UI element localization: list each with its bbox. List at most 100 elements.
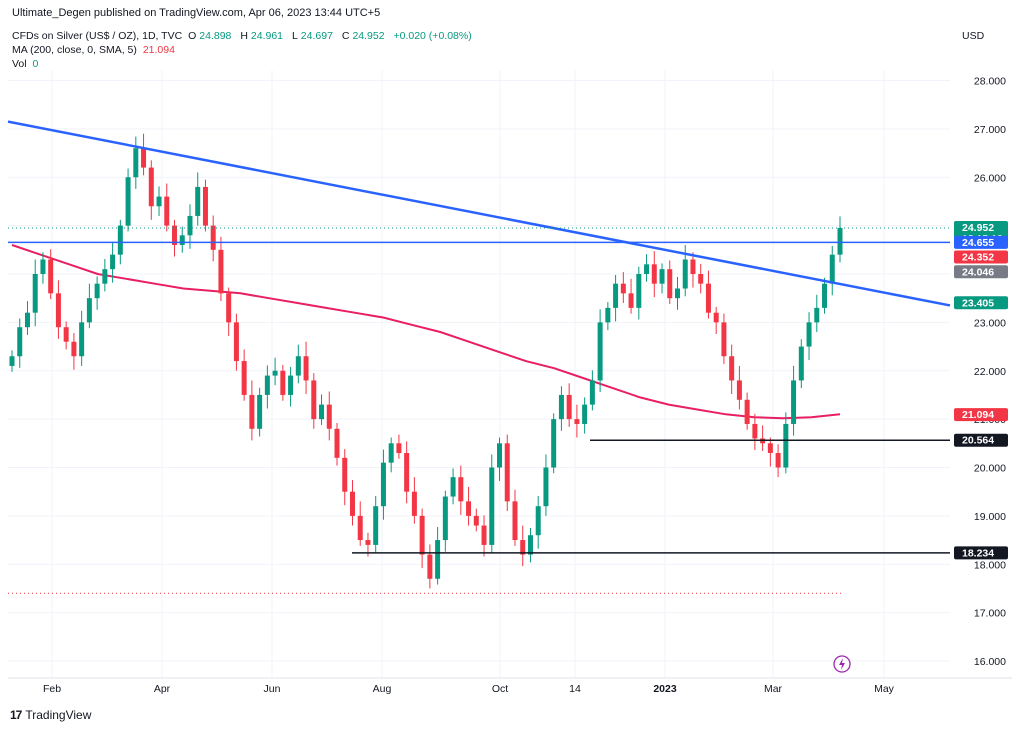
price-tag-bg	[954, 235, 1008, 249]
candle-body	[380, 462, 386, 507]
tv-logo-icon: 17	[10, 708, 22, 722]
symbol-name[interactable]: CFDs on Silver (US$ / OZ), 1D, TVC	[12, 30, 183, 42]
candle-body	[195, 186, 201, 216]
candle-body	[71, 341, 77, 357]
candle-body	[427, 554, 433, 579]
candle-body	[690, 259, 696, 274]
candle-body	[558, 394, 564, 420]
candles	[9, 133, 843, 589]
x-tick-label: May	[874, 683, 895, 695]
candle-body	[466, 501, 472, 516]
candle-body	[9, 356, 15, 366]
price-tag-text: 24.046	[962, 266, 994, 278]
x-tick-label: Apr	[154, 683, 171, 695]
ohlc-change: +0.020 (+0.08%)	[393, 30, 472, 42]
candle-body	[117, 225, 123, 255]
candle-body	[620, 283, 626, 294]
candle-body	[419, 515, 425, 555]
candle-body	[202, 186, 208, 226]
price-tags: 24.95213:15:1024.65524.35224.04623.40521…	[954, 220, 1008, 560]
candle-body	[729, 356, 735, 381]
vol-legend: Vol 0	[12, 58, 41, 70]
candle-body	[288, 375, 294, 395]
tradingview-logo[interactable]: 17 TradingView	[10, 708, 91, 722]
candle-body	[257, 394, 263, 429]
lightning-icon[interactable]	[833, 655, 851, 673]
price-tag-bg	[954, 250, 1008, 264]
candle-body	[365, 540, 371, 545]
ohlc-high-label: H	[240, 30, 248, 42]
x-tick-label: Feb	[43, 683, 61, 695]
candle-body	[311, 380, 317, 420]
candle-body	[721, 322, 727, 357]
candle-body	[63, 327, 69, 342]
candle-body	[396, 443, 402, 453]
candle-body	[272, 370, 278, 376]
candle-body	[218, 249, 224, 294]
ohlc-low-value: 24.697	[300, 30, 333, 42]
candle-body	[148, 167, 154, 207]
candle-body	[210, 225, 216, 250]
candle-body	[613, 283, 619, 308]
candle-body	[589, 380, 595, 405]
candle-body	[349, 491, 355, 516]
price-tag-text: 23.405	[962, 297, 994, 309]
ohlc-close-label: C	[341, 30, 350, 42]
ohlc-close: C 24.952	[342, 30, 388, 42]
candle-body	[334, 428, 340, 458]
candle-body	[458, 477, 464, 502]
y-tick-label: 19.000	[974, 511, 1006, 523]
price-tag-text: 24.952	[962, 222, 994, 234]
candle-body	[566, 394, 572, 420]
candle-body	[156, 196, 162, 207]
price-tag-text: 18.234	[962, 547, 994, 559]
ohlc-low: L 24.697	[292, 30, 336, 42]
candle-body	[597, 322, 603, 381]
y-tick-label: 27.000	[974, 124, 1006, 136]
candle-body	[736, 380, 742, 400]
vol-label[interactable]: Vol	[12, 58, 27, 70]
price-tag-bg	[954, 546, 1008, 560]
price-tag-text: 21.094	[962, 409, 994, 421]
candle-body	[411, 491, 417, 516]
candle-body	[125, 177, 131, 226]
candle-body	[388, 443, 394, 463]
price-tag-text: 20.564	[962, 435, 994, 447]
candle-body	[775, 452, 781, 468]
x-axis: Feb Apr Jun Aug Oct 14 2023 Mar May	[43, 683, 895, 695]
currency-label: USD	[962, 30, 985, 42]
candle-body	[172, 225, 178, 245]
candle-body	[141, 148, 147, 168]
candle-body	[326, 404, 332, 429]
candle-body	[698, 274, 704, 284]
trendline	[7, 120, 951, 307]
candle-body	[295, 356, 301, 376]
candle-body	[582, 404, 588, 424]
candle-body	[48, 259, 54, 294]
ma-value: 21.094	[142, 44, 175, 56]
y-tick-label: 17.000	[974, 608, 1006, 620]
x-tick-label: 14	[569, 683, 581, 695]
price-tag-bg	[954, 433, 1008, 447]
candle-body	[233, 322, 239, 362]
y-axis: 16.00017.00018.00019.00020.00021.00022.0…	[974, 76, 1006, 669]
candle-body	[535, 506, 541, 536]
candle-body	[450, 477, 456, 497]
ma-label[interactable]: MA (200, close, 0, SMA, 5)	[12, 44, 137, 56]
candle-body	[110, 254, 116, 270]
symbol-legend: CFDs on Silver (US$ / OZ), 1D, TVC O 24.8…	[12, 30, 475, 42]
tv-logo-text: TradingView	[25, 708, 92, 722]
candle-body	[543, 467, 549, 507]
candle-body	[435, 540, 441, 579]
candle-body	[659, 269, 665, 284]
candle-body	[651, 264, 657, 284]
candle-body	[574, 419, 580, 424]
ohlc-close-value: 24.952	[352, 30, 385, 42]
candle-body	[527, 535, 533, 555]
ohlc-high-value: 24.961	[250, 30, 284, 42]
candle-body	[489, 467, 495, 545]
candle-body	[829, 254, 835, 284]
candle-body	[357, 515, 363, 541]
ma-line	[11, 244, 841, 420]
